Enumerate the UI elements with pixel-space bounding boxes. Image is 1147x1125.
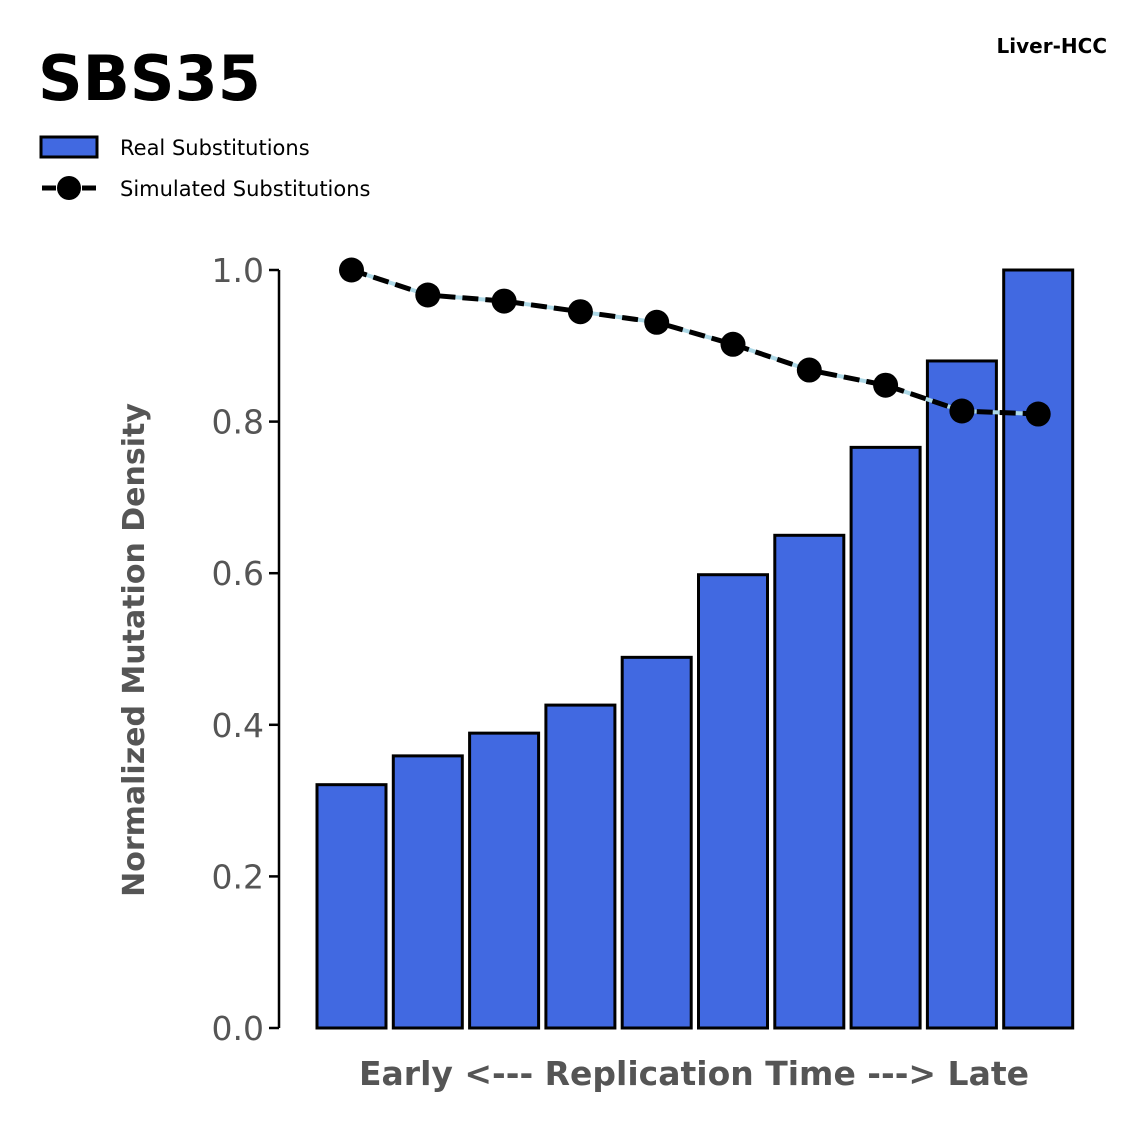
bar <box>315 783 388 1030</box>
bar <box>391 754 464 1030</box>
cancer-type-label: Liver-HCC <box>997 34 1107 58</box>
simulated-point <box>339 257 364 283</box>
simulated-line-path <box>350 267 1039 417</box>
simulated-point <box>796 357 822 383</box>
legend-sim-label: Simulated Substitutions <box>120 177 370 201</box>
y-tick-label: 0.0 <box>212 1009 264 1048</box>
y-tick-label: 0.8 <box>212 403 264 442</box>
bar <box>849 445 922 1030</box>
bar <box>620 655 693 1030</box>
simulated-point <box>567 299 593 325</box>
y-axis-label: Normalized Mutation Density <box>117 403 152 897</box>
legend: Real Substitutions Simulated Substitutio… <box>39 135 370 201</box>
simulated-point <box>720 331 746 357</box>
y-tick-label: 0.4 <box>212 706 264 745</box>
legend-real-label: Real Substitutions <box>120 136 310 160</box>
simulated-point <box>415 282 441 308</box>
y-axis: 0.0 0.2 0.4 0.6 0.8 1.0 <box>212 251 281 1048</box>
bar <box>697 573 769 1030</box>
simulated-line <box>339 257 1051 427</box>
bar <box>773 533 846 1030</box>
bar <box>544 703 617 1030</box>
x-axis-label: Early <--- Replication Time ---> Late <box>359 1054 1029 1093</box>
y-tick-label: 1.0 <box>212 251 264 290</box>
simulated-point <box>644 309 670 335</box>
simulated-point <box>949 398 975 424</box>
bars <box>315 268 1075 1030</box>
simulated-point <box>873 372 899 398</box>
simulated-point <box>491 288 517 314</box>
y-tick-label: 0.2 <box>212 857 264 896</box>
bar <box>1002 268 1075 1030</box>
chart-title: SBS35 <box>38 42 261 115</box>
legend-real-swatch <box>39 135 99 159</box>
bar <box>468 731 541 1030</box>
legend-sim-marker <box>57 176 81 200</box>
y-tick-label: 0.6 <box>212 554 264 593</box>
simulated-point <box>1025 401 1051 427</box>
bar <box>925 359 998 1030</box>
